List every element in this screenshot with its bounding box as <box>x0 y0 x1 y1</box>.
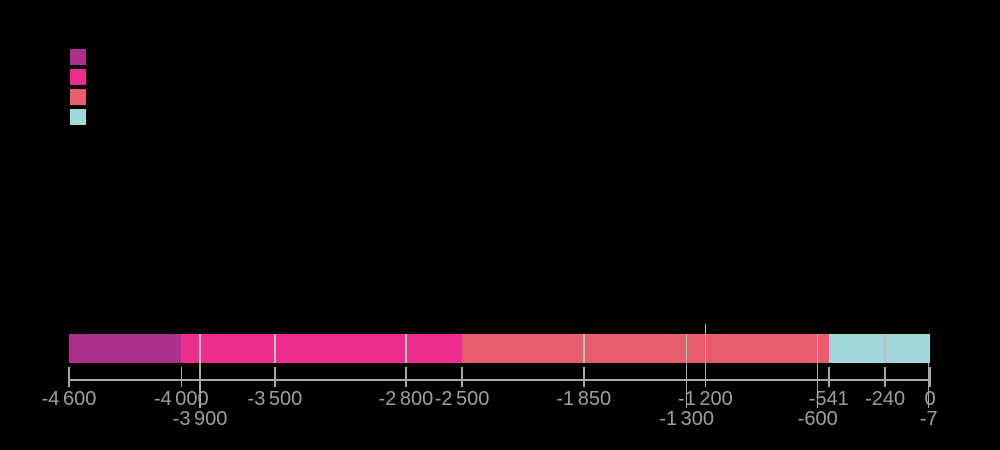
axis-tick <box>68 367 70 387</box>
tick-label: -1 850 <box>556 388 612 410</box>
legend-swatch-2 <box>70 69 86 85</box>
axis-tick <box>816 363 819 408</box>
segment-divider <box>685 334 688 363</box>
tick-label: -2 500 <box>434 388 490 410</box>
x-axis-line <box>68 379 931 381</box>
tick-label: -3 500 <box>247 388 303 410</box>
tick-label: -541 <box>808 388 849 410</box>
segment-divider <box>582 334 585 363</box>
tick-label: -1 200 <box>678 388 733 410</box>
axis-tick <box>884 367 886 387</box>
axis-tick <box>929 367 931 387</box>
axis-tick <box>405 367 407 387</box>
axis-tick <box>685 363 688 408</box>
bar-segment-2 <box>181 334 463 363</box>
segment-divider <box>199 334 201 363</box>
axis-tick <box>582 367 585 387</box>
axis-tick <box>461 367 463 387</box>
legend-swatch-1 <box>70 49 86 65</box>
bar-segment-4 <box>828 334 930 363</box>
timeline-marker-line <box>704 324 707 387</box>
tick-label: -7 <box>919 408 938 430</box>
tick-label: -2 800 <box>378 388 434 410</box>
axis-tick <box>927 363 930 408</box>
bar-segment-1 <box>69 334 182 363</box>
tick-label: -1 300 <box>659 408 715 430</box>
segment-divider <box>884 334 886 363</box>
segment-divider <box>816 334 819 363</box>
tick-label: -3 900 <box>172 408 228 430</box>
segment-divider <box>405 334 407 363</box>
axis-tick <box>827 367 830 387</box>
tick-label: -240 <box>865 388 906 410</box>
tick-label: -600 <box>797 408 838 430</box>
legend-swatch-3 <box>70 89 86 105</box>
legend-swatch-4 <box>70 109 86 125</box>
segment-divider <box>274 334 276 363</box>
tick-label: -4 600 <box>41 388 97 410</box>
axis-tick <box>274 367 276 387</box>
tick-label: 0 <box>924 388 936 410</box>
axis-tick <box>180 367 183 387</box>
axis-tick <box>199 363 201 408</box>
tick-label: -4 000 <box>153 388 209 410</box>
bar-segment-3 <box>462 334 829 363</box>
axis-tick <box>704 367 707 387</box>
